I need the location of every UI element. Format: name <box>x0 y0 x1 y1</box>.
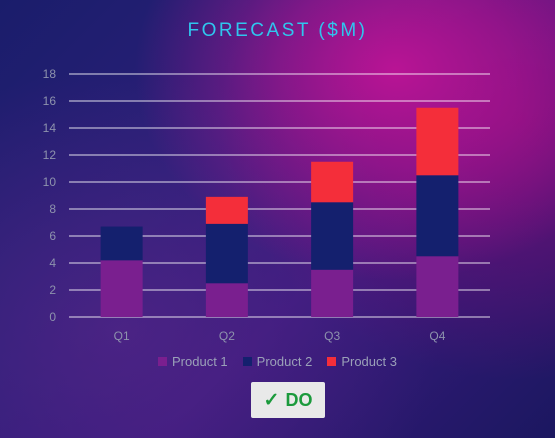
bar-segment <box>100 260 143 317</box>
y-tick-label: 12 <box>43 148 57 162</box>
legend-item: Product 1 <box>158 354 228 369</box>
legend-swatch <box>327 357 337 366</box>
x-tick-label: Q1 <box>114 329 130 343</box>
badge-label: DO <box>285 389 313 410</box>
legend-label: Product 1 <box>172 354 228 369</box>
y-tick-label: 14 <box>43 121 57 135</box>
y-tick-label: 0 <box>49 310 56 324</box>
bar-segment <box>205 283 248 317</box>
bar-segment <box>416 107 459 176</box>
x-tick-label: Q3 <box>324 329 340 343</box>
legend-item: Product 3 <box>327 354 397 369</box>
check-icon: ✓ <box>263 389 280 411</box>
y-tick-label: 4 <box>49 256 56 270</box>
legend-label: Product 2 <box>256 354 313 369</box>
bar-segment <box>311 161 354 203</box>
bar-segment <box>205 223 248 284</box>
y-tick-label: 6 <box>49 229 56 243</box>
bar-segment <box>311 269 354 317</box>
x-tick-label: Q4 <box>429 329 445 343</box>
legend-item: Product 2 <box>242 354 313 369</box>
bar-segment <box>205 196 248 224</box>
x-tick-label: Q2 <box>219 329 235 343</box>
bar-segment <box>416 175 459 257</box>
bar-segment <box>311 202 354 270</box>
y-tick-label: 18 <box>43 67 57 81</box>
y-tick-label: 2 <box>49 283 56 297</box>
do-badge: ✓ DO <box>251 382 325 418</box>
legend-swatch <box>242 357 252 366</box>
y-tick-label: 8 <box>49 202 56 216</box>
legend-label: Product 3 <box>341 354 397 369</box>
bar-segment <box>100 226 143 261</box>
bar-segment <box>416 256 459 317</box>
chart-legend: Product 1 Product 2 Product 3 <box>0 354 555 369</box>
y-tick-label: 16 <box>43 94 57 108</box>
y-tick-label: 10 <box>43 175 57 189</box>
chart-title: FORECAST ($M) <box>187 20 368 41</box>
legend-swatch <box>158 357 168 366</box>
